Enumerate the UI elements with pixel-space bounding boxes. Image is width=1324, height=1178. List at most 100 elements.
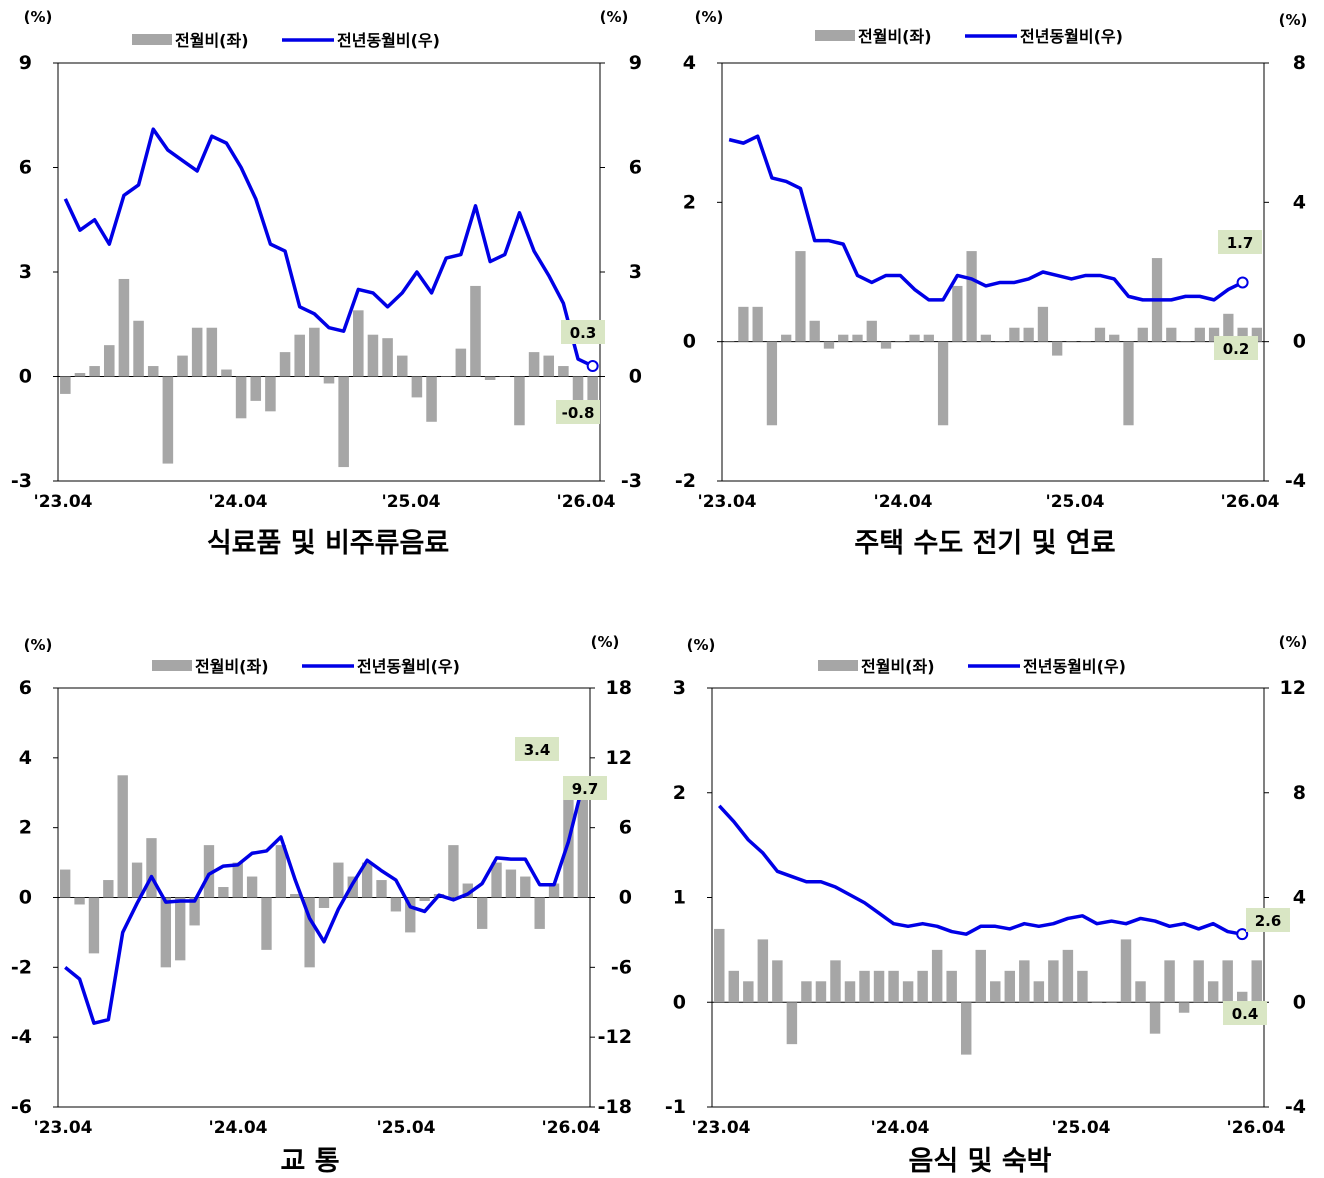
bar-mark (189, 897, 200, 926)
bar-mark (1033, 981, 1045, 1003)
legend-bar-swatch (818, 660, 858, 671)
bar-mark (937, 341, 949, 426)
bar-mark (990, 981, 1001, 1003)
bar-mark (994, 341, 1006, 343)
bar-mark (74, 897, 85, 905)
bar-mark (1223, 313, 1234, 342)
legend-bar-label: 전월비(좌) (858, 27, 932, 46)
bar-mark (250, 376, 262, 401)
line-value-label-box (563, 776, 607, 800)
bar-mark (177, 355, 188, 377)
y-left-unit-label: (%) (687, 636, 716, 654)
bar-mark (880, 341, 892, 349)
bar-mark (1178, 1002, 1190, 1013)
x-tick-label: '23.04 (692, 1118, 751, 1138)
bar-mark (133, 320, 144, 377)
bar-mark (1193, 960, 1204, 1003)
chart-title: 음식 및 숙박 (909, 1146, 1052, 1177)
bar-mark (318, 897, 330, 908)
y-right-tick-label: 12 (1280, 677, 1306, 699)
bar-mark (528, 352, 540, 377)
y-right-unit-label: (%) (1279, 11, 1308, 29)
bar-mark (462, 883, 473, 898)
bar-mark (476, 897, 488, 929)
y-right-tick-label: 4 (1293, 887, 1306, 909)
bar-mark (980, 334, 992, 342)
bar-mark (419, 897, 430, 901)
y-right-tick-label: -3 (621, 470, 642, 492)
bar-mark (809, 320, 820, 342)
bar-mark (275, 845, 287, 898)
line-value-label: 0.3 (570, 324, 597, 342)
legend-bar-swatch (815, 30, 855, 41)
bar-mark (714, 928, 725, 1003)
y-left-tick-label: 0 (19, 366, 32, 388)
y-left-tick-label: 4 (683, 52, 696, 74)
x-tick-label: '23.04 (34, 1118, 93, 1138)
x-tick-label: '24.04 (871, 1118, 930, 1138)
bar-mark (411, 376, 423, 398)
bar-value-label-box (1214, 336, 1258, 360)
bar-mark (499, 376, 511, 377)
bar-mark (1194, 327, 1205, 342)
line-series (63, 127, 594, 368)
bar-mark (1120, 939, 1132, 1003)
bar-mark (1208, 327, 1220, 342)
bar-mark (830, 960, 841, 1003)
bar-mark (815, 981, 827, 1003)
y-left-tick-label: 0 (19, 887, 32, 909)
bar-mark (390, 897, 402, 912)
bar-mark (1052, 341, 1063, 356)
line-series (728, 134, 1244, 302)
chart-panel-4: 3 2 1 0 -1 12 8 4 0 -4 (%) (%) 전월비(좌) 전년동월비(우) '23.04 '… (665, 633, 1307, 1177)
x-tick-label: '25.04 (1052, 1118, 1111, 1138)
y-right-tick-label: 9 (629, 52, 642, 74)
y-left-tick-label: 3 (673, 677, 686, 699)
x-tick-label: '23.04 (698, 492, 757, 512)
legend: 전월비(좌) 전년동월비(우) (132, 31, 440, 50)
bar-mark (772, 960, 783, 1003)
bar-mark (895, 341, 906, 343)
bar-mark (265, 376, 276, 412)
bar-mark (131, 862, 143, 898)
bar-mark (426, 376, 437, 422)
bar-mark (975, 949, 986, 1003)
y-right-tick-label: 0 (619, 887, 632, 909)
y-right-unit-label: (%) (591, 633, 620, 651)
bar-mark (1023, 327, 1034, 342)
bar-mark (470, 285, 481, 377)
bar-mark (1222, 960, 1233, 1003)
bar-mark (294, 334, 305, 377)
bar-mark (577, 778, 588, 898)
legend-line-label: 전년동월비(우) (337, 31, 440, 50)
bar-mark (852, 334, 863, 342)
y-left-unit-label: (%) (695, 8, 724, 26)
bar-mark (960, 1002, 972, 1055)
bar-mark (1048, 960, 1059, 1003)
y-right-tick-label: 0 (629, 366, 642, 388)
y-right-tick-label: 0 (1293, 991, 1306, 1013)
bar-mark (117, 775, 128, 898)
x-tick-label: '26.04 (557, 492, 616, 512)
bar-mark (543, 355, 555, 377)
y-left-tick-label: -6 (11, 1096, 32, 1118)
x-tick-label: '25.04 (382, 492, 441, 512)
x-tick-label: '24.04 (874, 492, 933, 512)
bar-mark (917, 970, 928, 1003)
bar-mark (838, 334, 849, 342)
y-left-tick-label: 2 (673, 782, 686, 804)
y-right-tick-label: 4 (1293, 191, 1306, 213)
x-tick-label: '25.04 (1046, 492, 1105, 512)
bar-mark (931, 949, 943, 1003)
bar-mark (873, 970, 885, 1003)
bar-mark (743, 981, 754, 1003)
y-right-tick-label: -6 (611, 956, 632, 978)
bar-mark (396, 355, 408, 377)
x-tick-label: '25.04 (377, 1118, 436, 1138)
bar-mark (1009, 327, 1020, 342)
bar-mark (1077, 970, 1088, 1003)
bar-mark (902, 981, 914, 1003)
line-last-point-marker (586, 360, 599, 373)
bar-mark (766, 341, 778, 426)
bar-mark (353, 310, 364, 377)
